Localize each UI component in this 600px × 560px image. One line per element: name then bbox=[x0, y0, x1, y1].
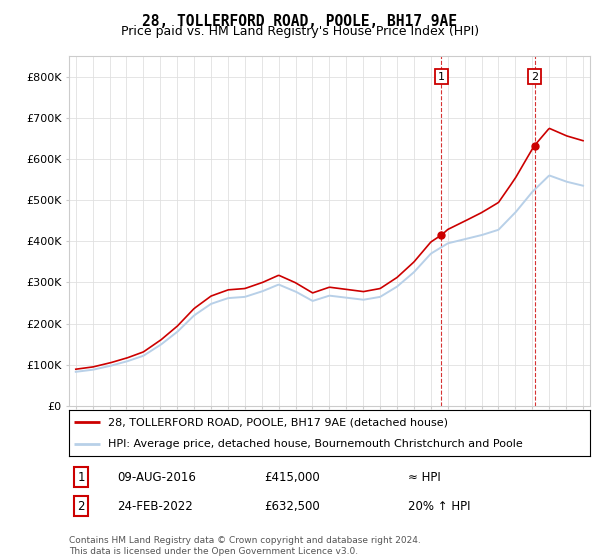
Text: 28, TOLLERFORD ROAD, POOLE, BH17 9AE (detached house): 28, TOLLERFORD ROAD, POOLE, BH17 9AE (de… bbox=[108, 417, 448, 427]
Text: 09-AUG-2016: 09-AUG-2016 bbox=[117, 470, 196, 484]
Text: 2: 2 bbox=[77, 500, 85, 513]
Text: 24-FEB-2022: 24-FEB-2022 bbox=[117, 500, 193, 513]
Text: 2: 2 bbox=[531, 72, 538, 82]
Text: ≈ HPI: ≈ HPI bbox=[408, 470, 441, 484]
Text: 20% ↑ HPI: 20% ↑ HPI bbox=[408, 500, 470, 513]
Text: £632,500: £632,500 bbox=[264, 500, 320, 513]
Text: 1: 1 bbox=[438, 72, 445, 82]
Text: £415,000: £415,000 bbox=[264, 470, 320, 484]
Text: 1: 1 bbox=[77, 470, 85, 484]
Text: HPI: Average price, detached house, Bournemouth Christchurch and Poole: HPI: Average price, detached house, Bour… bbox=[108, 440, 523, 450]
Text: 28, TOLLERFORD ROAD, POOLE, BH17 9AE: 28, TOLLERFORD ROAD, POOLE, BH17 9AE bbox=[143, 14, 458, 29]
Text: Price paid vs. HM Land Registry's House Price Index (HPI): Price paid vs. HM Land Registry's House … bbox=[121, 25, 479, 38]
Text: Contains HM Land Registry data © Crown copyright and database right 2024.
This d: Contains HM Land Registry data © Crown c… bbox=[69, 536, 421, 556]
